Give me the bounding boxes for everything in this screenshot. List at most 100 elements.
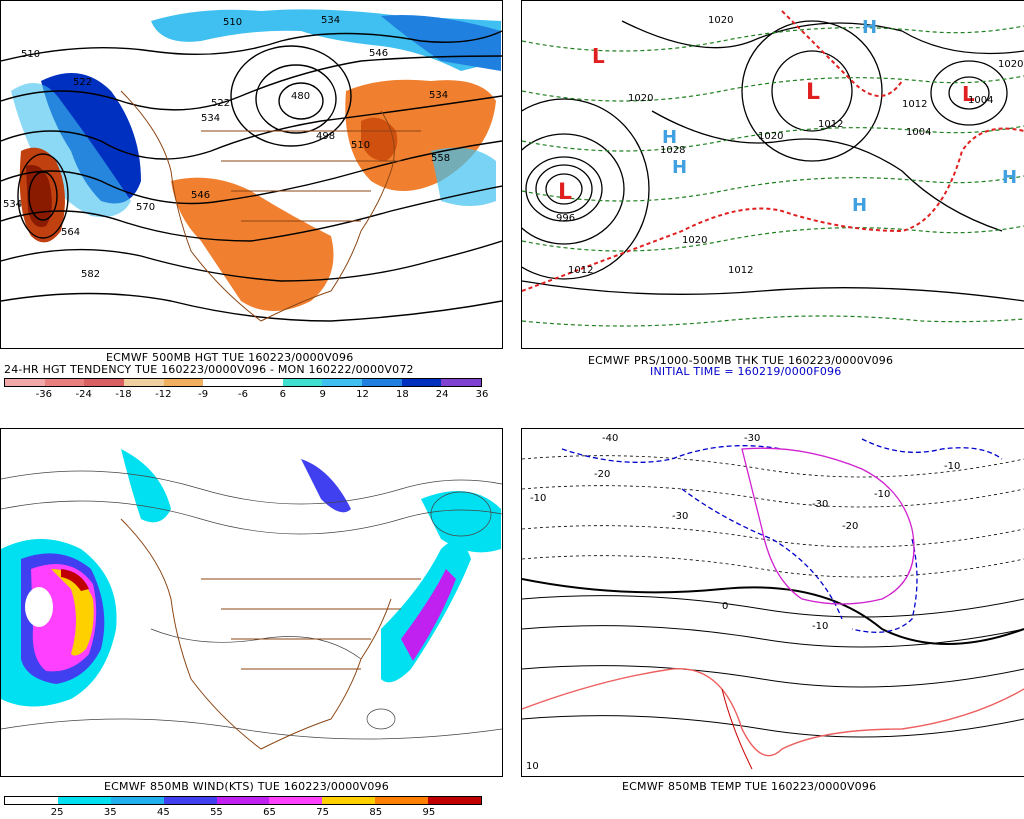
colorbar-tick-label: -9: [198, 389, 209, 400]
wind-colorbar: [4, 796, 482, 805]
panel-850mb-wind: ECMWF 850MB WIND(KTS) TUE 160223/0000V09…: [0, 428, 504, 819]
wind-colorbar-ticks: 25 35 45 55 65 75 85 95: [4, 807, 480, 819]
map-850mb-temp: -40 -30 -10 -30 -20 -10 -20 -30 -10 0 -1…: [521, 428, 1024, 777]
colorbar-tick-label: 35: [103, 807, 117, 818]
temp-label: -30: [812, 499, 828, 510]
isobar-label: 1012: [902, 99, 927, 110]
colorbar-swatch: [269, 797, 323, 804]
low-marker-l: L: [962, 82, 975, 106]
colorbar-swatch: [282, 379, 323, 386]
colorbar-swatch: [322, 797, 376, 804]
colorbar-tick-label: 25: [50, 807, 64, 818]
map-850mb-wind: [0, 428, 503, 777]
isobar-label: 1012: [728, 265, 753, 276]
wind-title: ECMWF 850MB WIND(KTS) TUE 160223/0000V09…: [104, 780, 389, 793]
hgt-colorbar: [4, 378, 482, 387]
contour-label: 480: [291, 91, 310, 102]
map-500mb-hgt: 510 534 546 510 522 534 522 534 558 480 …: [0, 0, 503, 349]
colorbar-tick-label: -18: [115, 389, 132, 400]
panel-prs-thk: L L L L H H H H H 1020 1012 1020 1028 10…: [520, 0, 1024, 408]
isobar-label: 1012: [818, 119, 843, 130]
panel-850mb-temp: -40 -30 -10 -30 -20 -10 -20 -30 -10 0 -1…: [520, 428, 1024, 819]
temp-label: -10: [812, 621, 828, 632]
temp-label: 10: [526, 761, 539, 772]
colorbar-swatch: [124, 379, 164, 386]
hgt-title: ECMWF 500MB HGT TUE 160223/0000V096: [106, 351, 354, 364]
colorbar-tick-label: 18: [395, 389, 409, 400]
colorbar-tick-label: 65: [263, 807, 276, 818]
temp-label: -10: [530, 493, 546, 504]
colorbar-tick-label: 55: [210, 807, 223, 818]
isobar-label: 1004: [906, 127, 931, 138]
hgt-subtitle: 24-HR HGT TENDENCY TUE 160223/0000V096 -…: [4, 363, 414, 376]
temp-label: -10: [944, 461, 960, 472]
colorbar-swatch: [163, 379, 204, 386]
isobar-label: 1020: [682, 235, 707, 246]
high-marker-h: H: [672, 157, 687, 178]
colorbar-swatch: [57, 797, 111, 804]
low-marker-l: L: [558, 180, 572, 205]
colorbar-swatch: [5, 379, 45, 386]
colorbar-tick-label: 12: [356, 389, 369, 400]
colorbar-tick-label: -12: [155, 389, 172, 400]
isobar-label: 1012: [568, 265, 593, 276]
colorbar-swatch: [441, 379, 482, 386]
colorbar-swatch: [163, 797, 217, 804]
colorbar-tick-label: 24: [435, 389, 449, 400]
contour-label: 546: [191, 190, 210, 201]
contour-label: 546: [369, 48, 388, 59]
colorbar-tick-label: 36: [475, 389, 489, 400]
colorbar-swatch: [428, 797, 482, 804]
colorbar-tick-label: 9: [319, 389, 326, 400]
contour-label: 510: [21, 49, 40, 60]
map-prs-thk: L L L L H H H H H 1020 1012 1020 1028 10…: [521, 0, 1024, 349]
contour-label: 522: [73, 77, 92, 88]
colorbar-swatch: [203, 379, 244, 386]
contour-label: 564: [61, 227, 80, 238]
colorbar-swatch: [84, 379, 125, 386]
high-marker-h: H: [662, 127, 677, 148]
map-prs-thk-graphic: L L L L H H H H H 1020 1012 1020 1028 10…: [522, 10, 1024, 327]
colorbar-tick-label: -36: [35, 389, 52, 400]
contour-label: 558: [431, 153, 450, 164]
contour-label: 534: [429, 90, 448, 101]
isobar-label: 1020: [628, 93, 653, 104]
temp-label: -30: [744, 433, 760, 444]
contour-label: 570: [136, 202, 155, 213]
isobar-label: 1020: [708, 15, 733, 26]
temp-label: -30: [672, 511, 688, 522]
colorbar-swatch: [5, 797, 58, 804]
isobar-label: 996: [556, 213, 575, 224]
colorbar-tick-label: -24: [75, 389, 92, 400]
colorbar-swatch: [362, 379, 402, 386]
temp-label: -20: [594, 469, 610, 480]
contour-label: 510: [351, 140, 370, 151]
hgt-colorbar-ticks: -36 -24 -18 -12 -9 -6 6 9 12 18 24 36: [4, 389, 489, 401]
prs-subtitle: INITIAL TIME = 160219/0000F096: [650, 365, 842, 378]
colorbar-tick-label: 85: [369, 807, 383, 818]
colorbar-swatch: [243, 379, 283, 386]
colorbar-tick-label: 6: [279, 389, 287, 400]
contour-label: 582: [81, 269, 100, 280]
high-marker-h: H: [862, 17, 877, 38]
colorbar-swatch: [110, 797, 164, 804]
colorbar-tick-label: -6: [238, 389, 248, 400]
temp-label: -10: [874, 489, 890, 500]
colorbar-swatch: [216, 797, 270, 804]
prs-title: ECMWF PRS/1000-500MB THK TUE 160223/0000…: [588, 354, 894, 367]
map-850mb-wind-graphic: [1, 449, 502, 750]
colorbar-swatch: [44, 379, 85, 386]
low-marker-l: L: [592, 44, 605, 68]
contour-label: 498: [316, 131, 335, 142]
panel-500mb-hgt: 510 534 546 510 522 534 522 534 558 480 …: [0, 0, 504, 408]
high-marker-h: H: [1002, 167, 1017, 188]
isobar-label: 1020: [758, 131, 783, 142]
colorbar-tick-label: 75: [316, 807, 330, 818]
isobar-label: 1028: [660, 145, 685, 156]
high-marker-h: H: [852, 195, 867, 216]
contour-label: 522: [211, 98, 230, 109]
low-marker-l: L: [806, 80, 820, 105]
isobar-label: 1004: [968, 95, 993, 106]
isobar-label: 1020: [998, 59, 1023, 70]
map-850mb-temp-graphic: -40 -30 -10 -30 -20 -10 -20 -30 -10 0 -1…: [522, 433, 1024, 772]
